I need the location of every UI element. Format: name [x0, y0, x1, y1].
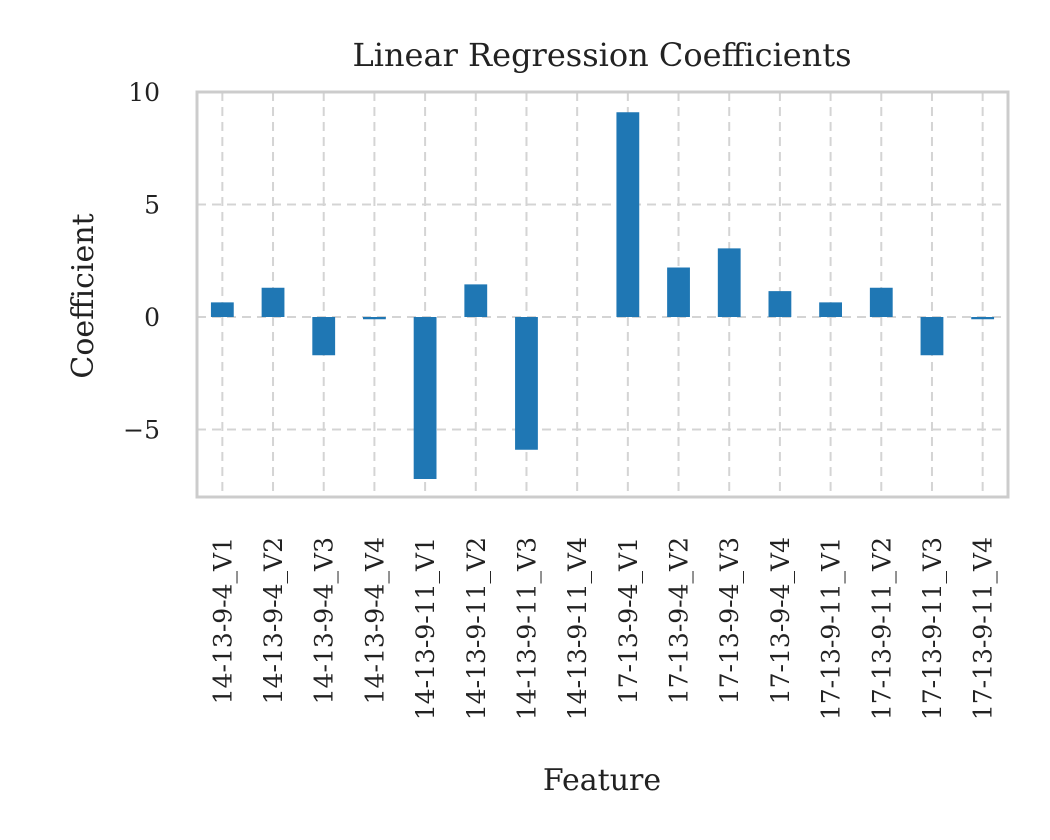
chart-title: Linear Regression Coefficients	[352, 36, 851, 74]
y-tick-label-2: 0	[144, 303, 160, 332]
x-tick-label-12: 17-13-9-11_V1	[817, 537, 846, 720]
bar-11	[768, 291, 792, 317]
y-tick-label-1: 5	[144, 191, 160, 220]
bar-0	[210, 302, 234, 317]
bar-5	[464, 284, 488, 317]
bar-1	[261, 287, 285, 317]
bar-2	[312, 317, 336, 356]
bar-14	[920, 317, 944, 356]
plot-frame	[195, 90, 1010, 499]
x-tick-label-9: 17-13-9-4_V2	[665, 537, 694, 704]
x-tick-label-7: 14-13-9-11_V4	[563, 537, 592, 720]
bar-6	[515, 317, 538, 450]
x-tick-label-5: 14-13-9-11_V2	[462, 537, 491, 720]
x-tick-label-11: 17-13-9-4_V4	[766, 537, 795, 704]
x-axis-label: Feature	[543, 763, 661, 798]
x-tick-label-2: 14-13-9-4_V3	[310, 537, 339, 704]
x-tick-label-15: 17-13-9-11_V4	[969, 537, 998, 720]
bar-8	[616, 112, 640, 317]
x-tick-label-10: 17-13-9-4_V3	[715, 537, 744, 704]
x-tick-label-14: 17-13-9-11_V3	[918, 537, 947, 720]
x-tick-label-6: 14-13-9-11_V3	[512, 537, 541, 720]
y-tick-label-3: −5	[123, 416, 160, 445]
bar-15	[971, 317, 995, 320]
x-tick-label-3: 14-13-9-4_V4	[360, 537, 389, 704]
x-tick-label-0: 14-13-9-4_V1	[208, 537, 237, 704]
x-tick-label-13: 17-13-9-11_V2	[867, 537, 896, 720]
x-tick-labels: 14-13-9-4_V1 14-13-9-4_V2 14-13-9-4_V3 14-1…	[208, 537, 997, 720]
bar-13	[869, 287, 893, 317]
y-tick-labels: 10 5 0 −5	[123, 78, 160, 445]
bar-3	[363, 317, 386, 320]
x-tick-label-1: 14-13-9-4_V2	[259, 537, 288, 704]
x-tick-label-4: 14-13-9-11_V1	[411, 537, 440, 720]
bar-12	[819, 302, 842, 317]
bars	[210, 112, 995, 479]
y-axis-label: Coefficient	[66, 213, 101, 378]
y-tick-label-0: 10	[128, 78, 160, 107]
x-tick-label-8: 17-13-9-4_V1	[614, 537, 643, 704]
bar-10	[717, 248, 741, 317]
bar-9	[667, 267, 690, 317]
bar-4	[413, 317, 437, 479]
